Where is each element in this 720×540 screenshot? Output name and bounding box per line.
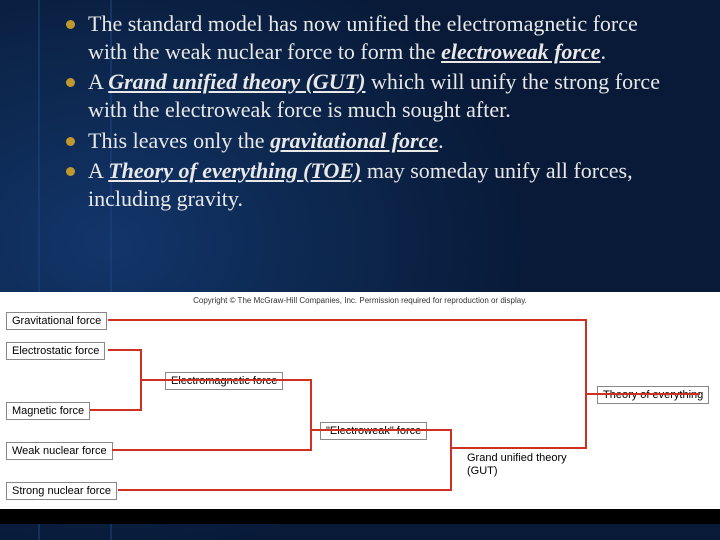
bullet-item: A Theory of everything (TOE) may someday… — [60, 157, 680, 213]
line-toe-h — [585, 393, 700, 395]
slide-text: The standard model has now unified the e… — [0, 0, 720, 213]
bullet-text-pre: A — [88, 158, 108, 183]
label-electromagnetic: Electromagnetic force — [165, 372, 283, 390]
line-mag-h — [90, 409, 140, 411]
bullet-item: This leaves only the gravitational force… — [60, 127, 680, 155]
line-ew-v — [310, 379, 312, 451]
bullet-text-post: . — [438, 128, 444, 153]
line-grav-h — [108, 319, 585, 321]
line-ew-h — [310, 429, 450, 431]
label-gravitational: Gravitational force — [6, 312, 107, 330]
bullet-list: The standard model has now unified the e… — [60, 10, 680, 213]
bullet-text-em: gravitational force — [270, 128, 438, 153]
bullet-text-em: electroweak force — [441, 39, 600, 64]
bullet-text-pre: A — [88, 69, 108, 94]
line-gut-v — [450, 429, 452, 491]
label-weak: Weak nuclear force — [6, 442, 113, 460]
line-weak-h — [112, 449, 310, 451]
unification-diagram: Copyright © The McGraw-Hill Companies, I… — [0, 292, 720, 524]
label-electrostatic: Electrostatic force — [6, 342, 105, 360]
bullet-text-post: . — [601, 39, 607, 64]
bullet-text-pre: This leaves only the — [88, 128, 270, 153]
line-strong-h — [118, 489, 450, 491]
bullet-item: The standard model has now unified the e… — [60, 10, 680, 66]
line-gut-h — [450, 447, 585, 449]
label-toe: Theory of everything — [597, 386, 709, 404]
copyright-text: Copyright © The McGraw-Hill Companies, I… — [0, 296, 720, 305]
line-toe-v — [585, 319, 587, 449]
bullet-text-em: Grand unified theory (GUT) — [108, 69, 365, 94]
line-em-h — [140, 379, 310, 381]
bottom-bar — [0, 509, 720, 524]
label-strong: Strong nuclear force — [6, 482, 117, 500]
bullet-item: A Grand unified theory (GUT) which will … — [60, 68, 680, 124]
label-magnetic: Magnetic force — [6, 402, 90, 420]
line-es-h — [108, 349, 140, 351]
label-electroweak: "Electroweak" force — [320, 422, 427, 440]
label-gut: Grand unified theory(GUT) — [462, 450, 572, 479]
bullet-text-em: Theory of everything (TOE) — [108, 158, 361, 183]
